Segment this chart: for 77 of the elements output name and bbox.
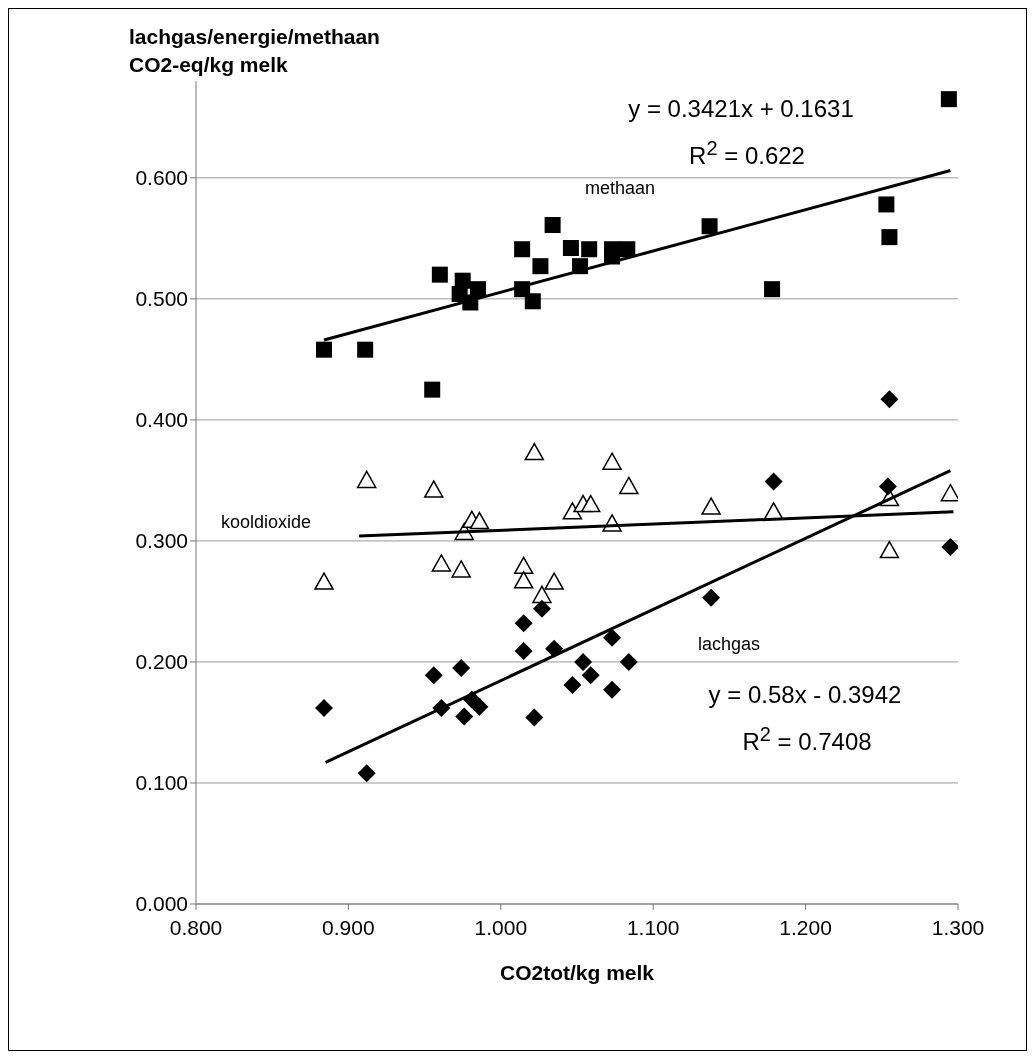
point xyxy=(764,472,783,491)
annotation: methaan xyxy=(584,178,656,200)
point xyxy=(562,240,579,257)
annotation: lachgas xyxy=(697,634,761,656)
point xyxy=(544,572,564,590)
point xyxy=(514,614,533,633)
x-tick-label: 1.100 xyxy=(626,915,680,939)
point xyxy=(524,442,545,461)
point xyxy=(603,680,622,699)
point xyxy=(544,217,561,234)
annotation: kooldioxide xyxy=(220,512,312,534)
point xyxy=(513,556,534,575)
point xyxy=(619,241,636,258)
point xyxy=(357,341,374,358)
point xyxy=(574,652,593,671)
annotation: R$^{2}$ = 0.7408 xyxy=(742,721,872,757)
point xyxy=(315,698,334,717)
x-tick-label: 1.000 xyxy=(474,915,528,939)
point xyxy=(701,497,721,515)
point xyxy=(879,540,900,559)
point xyxy=(880,390,899,409)
point xyxy=(316,341,333,358)
point xyxy=(314,572,334,590)
y-tick-label: 0.300 xyxy=(135,529,188,553)
point xyxy=(357,764,376,783)
x-tick-label: 0.800 xyxy=(169,915,223,939)
annotation: y = 0.3421x + 0.1631 xyxy=(628,94,854,124)
point xyxy=(514,642,533,661)
point xyxy=(532,599,551,618)
point xyxy=(562,502,583,520)
x-axis-title: CO2tot/kg melk xyxy=(499,961,655,984)
point xyxy=(424,381,441,398)
point xyxy=(603,628,622,647)
point xyxy=(532,585,552,604)
point xyxy=(545,639,564,658)
point xyxy=(469,511,490,530)
annotation: R$^{2}$ = 0.622 xyxy=(689,135,805,171)
point xyxy=(431,554,452,572)
point xyxy=(581,666,600,685)
annotation: y = 0.58x - 0.3942 xyxy=(708,680,902,710)
point xyxy=(581,241,598,258)
y-tick-label: 0.200 xyxy=(135,650,188,674)
y-tick-label: 0.000 xyxy=(135,892,188,916)
y-axis-title: lachgas/energie/methaan CO2-eq/kg melk xyxy=(129,24,380,78)
point xyxy=(701,218,718,235)
y-tick-label: 0.500 xyxy=(135,287,188,311)
point xyxy=(524,293,541,310)
point xyxy=(881,229,898,246)
point xyxy=(878,196,895,213)
point xyxy=(602,452,622,470)
point xyxy=(941,537,958,556)
y-tick-label: 0.600 xyxy=(135,166,188,190)
x-tick-label: 0.900 xyxy=(322,915,375,939)
x-tick-label: 1.300 xyxy=(931,915,985,939)
point xyxy=(580,494,601,513)
point xyxy=(878,477,897,496)
point xyxy=(431,266,448,283)
point xyxy=(702,588,721,607)
point xyxy=(513,571,534,589)
point xyxy=(619,652,638,671)
point xyxy=(424,666,443,685)
x-tick-label: 1.200 xyxy=(779,915,832,939)
point xyxy=(356,470,377,489)
point xyxy=(619,476,639,495)
point xyxy=(525,708,544,727)
point xyxy=(451,560,471,578)
point xyxy=(423,480,444,498)
point xyxy=(940,91,957,108)
point xyxy=(532,258,549,275)
point xyxy=(563,675,582,694)
point xyxy=(764,281,781,298)
y-tick-label: 0.400 xyxy=(135,408,188,432)
point xyxy=(455,707,474,726)
point xyxy=(470,697,489,716)
y-tick-label: 0.100 xyxy=(135,771,188,795)
point xyxy=(514,241,531,258)
point xyxy=(452,658,471,677)
